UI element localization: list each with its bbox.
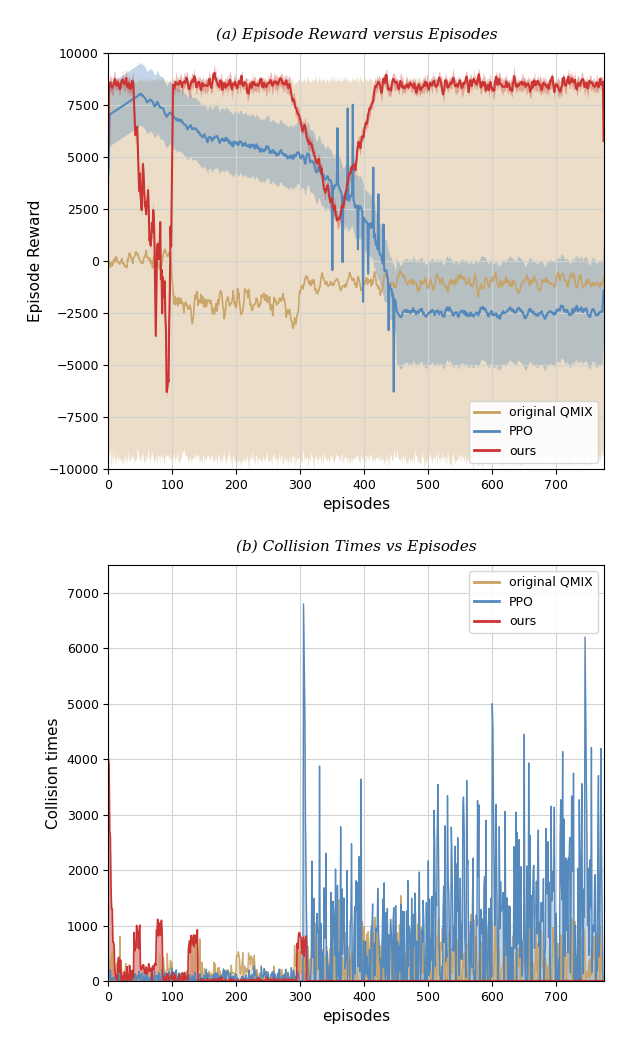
X-axis label: episodes: episodes (322, 1009, 391, 1025)
Y-axis label: Collision times: Collision times (46, 717, 61, 829)
Y-axis label: Episode Reward: Episode Reward (28, 200, 43, 322)
Title: (b) Collision Times vs Episodes: (b) Collision Times vs Episodes (236, 540, 477, 554)
Legend: original QMIX, PPO, ours: original QMIX, PPO, ours (469, 571, 598, 633)
Legend: original QMIX, PPO, ours: original QMIX, PPO, ours (469, 401, 598, 463)
X-axis label: episodes: episodes (322, 498, 391, 512)
Title: (a) Episode Reward versus Episodes: (a) Episode Reward versus Episodes (216, 27, 497, 42)
